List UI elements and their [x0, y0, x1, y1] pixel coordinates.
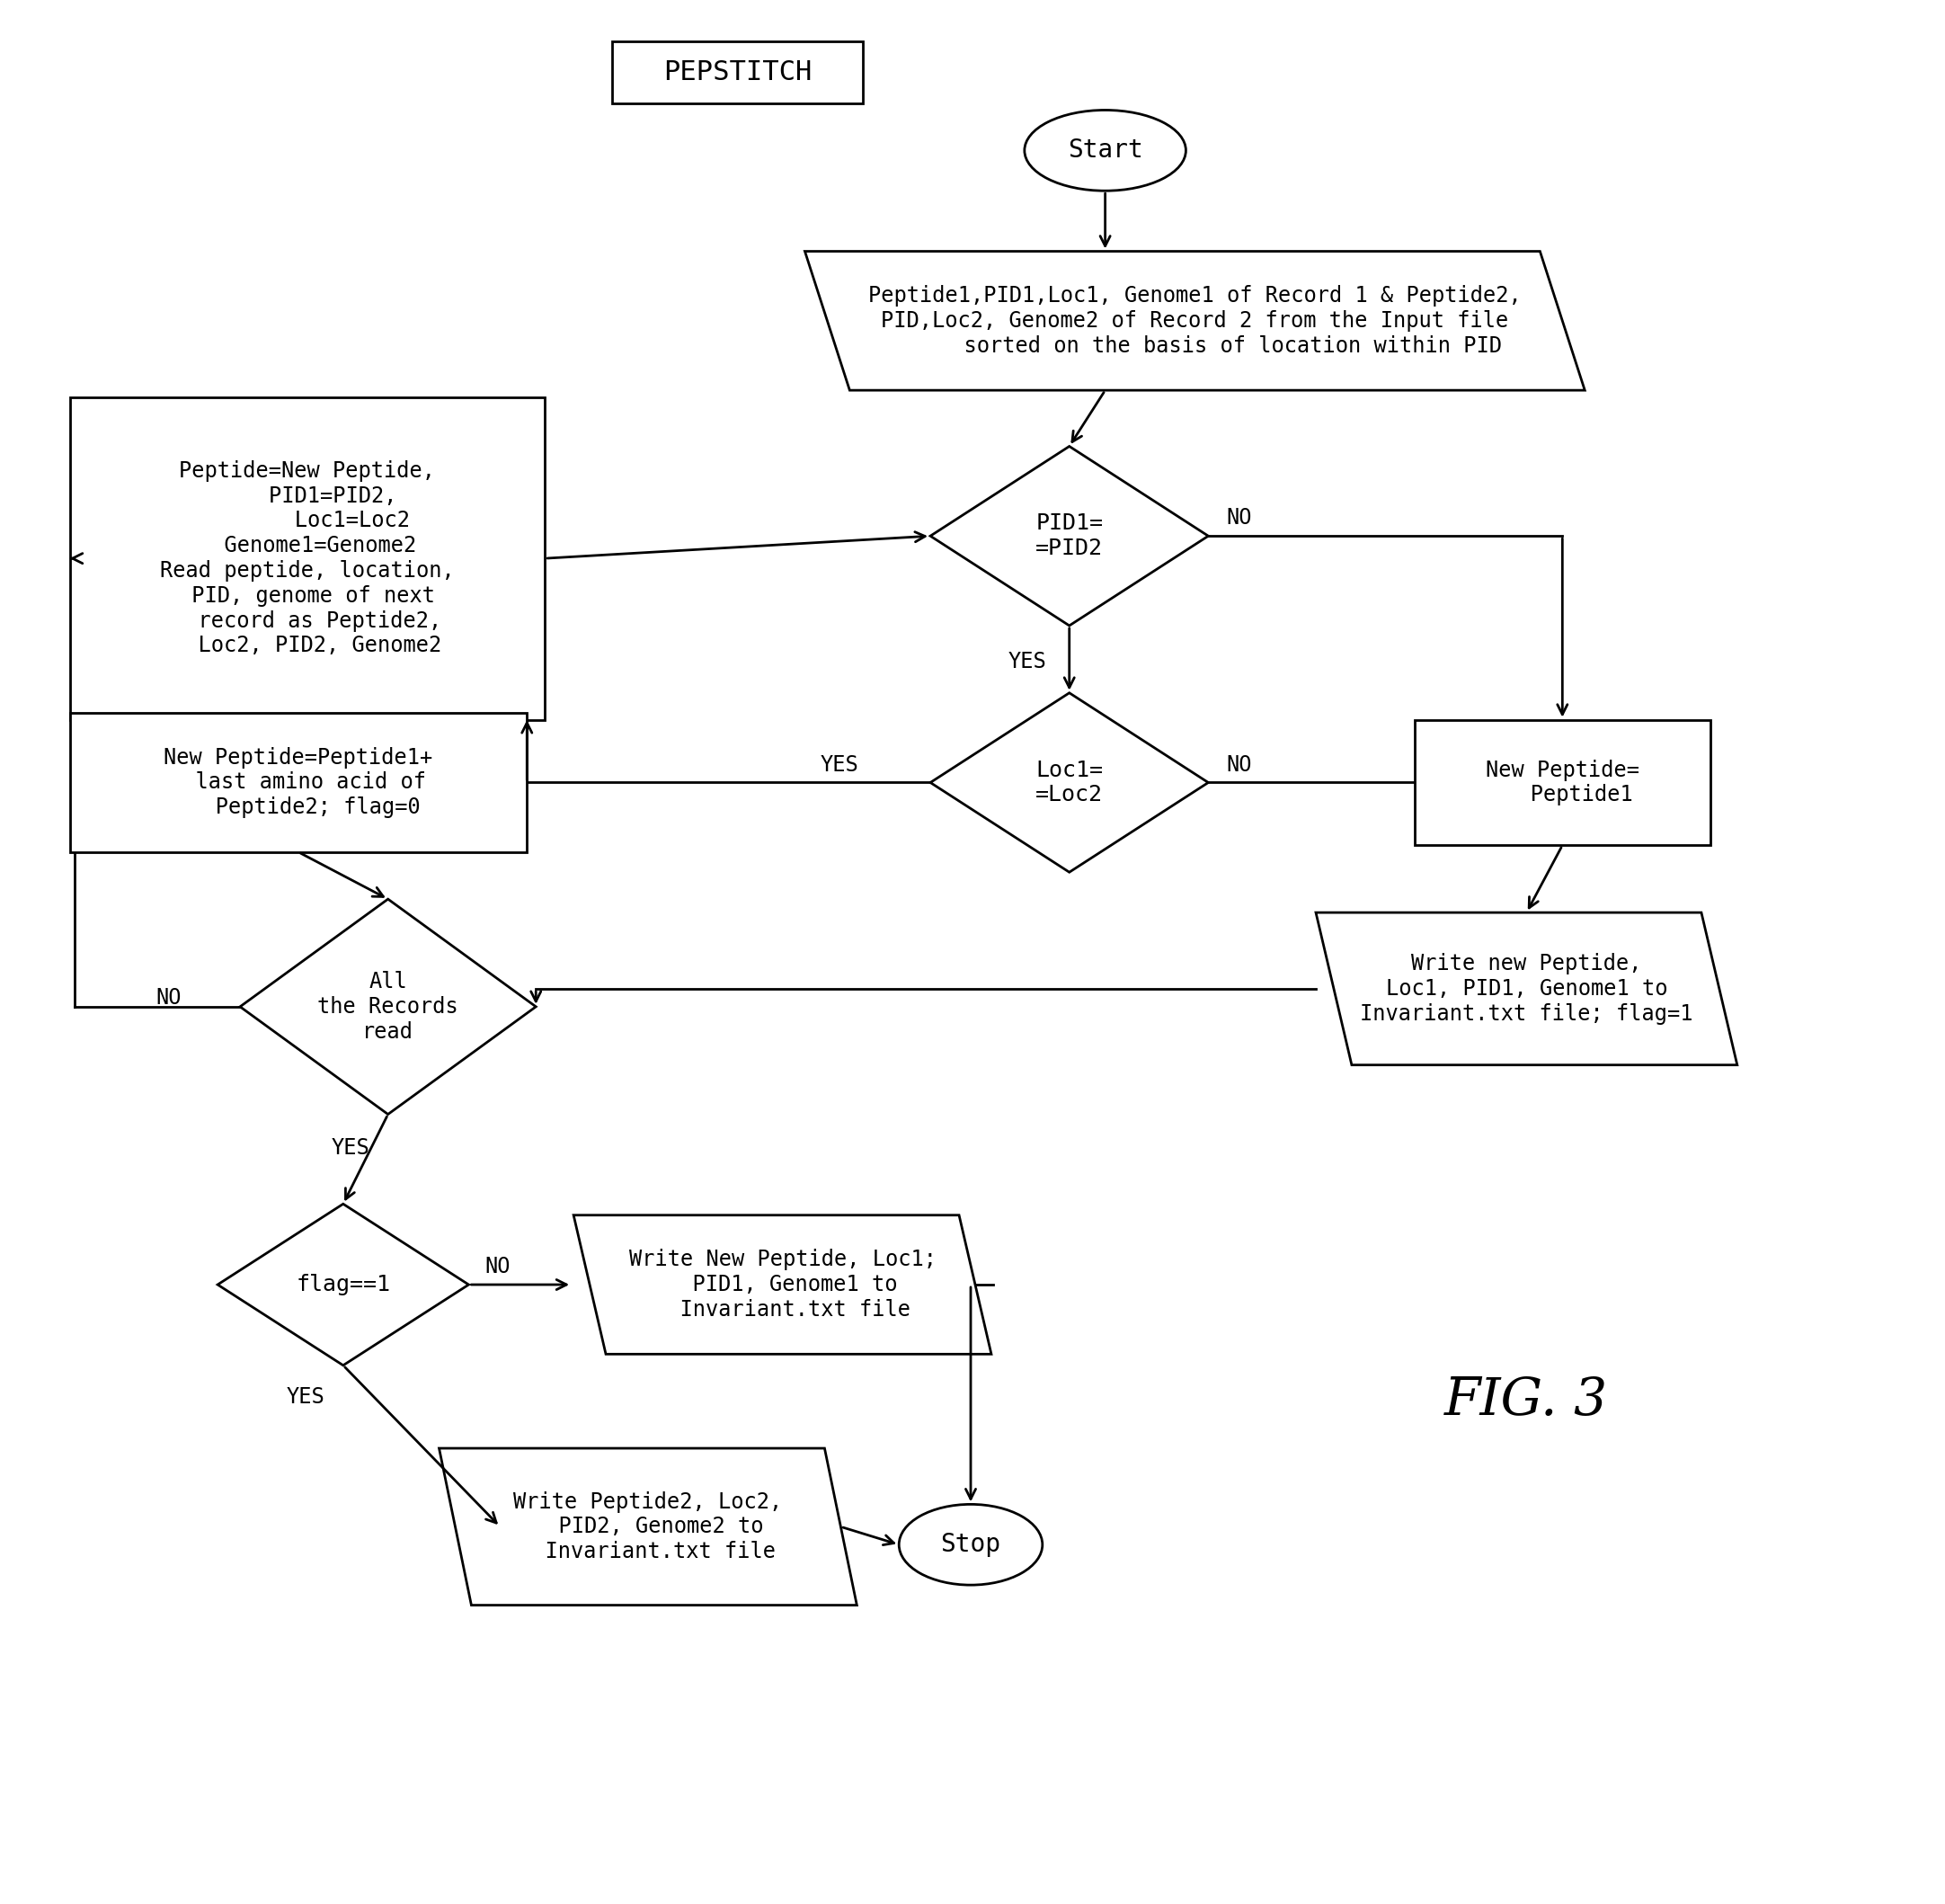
Polygon shape: [805, 251, 1585, 390]
Text: flag==1: flag==1: [296, 1274, 391, 1295]
Polygon shape: [239, 899, 537, 1114]
Text: Write Peptide2, Loc2,
  PID2, Genome2 to
  Invariant.txt file: Write Peptide2, Loc2, PID2, Genome2 to I…: [513, 1491, 782, 1563]
Polygon shape: [218, 1203, 469, 1365]
Text: Write new Peptide,
Loc1, PID1, Genome1 to
Invariant.txt file; flag=1: Write new Peptide, Loc1, PID1, Genome1 t…: [1360, 954, 1692, 1024]
Ellipse shape: [899, 1504, 1043, 1584]
Bar: [70, 398, 545, 720]
Text: NO: NO: [484, 1257, 510, 1278]
Bar: [613, 42, 864, 105]
Text: NO: NO: [156, 986, 181, 1009]
Ellipse shape: [1025, 110, 1186, 190]
Text: YES: YES: [821, 754, 858, 775]
Text: YES: YES: [333, 1137, 370, 1160]
Text: New Peptide=Peptide1+
  last amino acid of
   Peptide2; flag=0: New Peptide=Peptide1+ last amino acid of…: [163, 746, 434, 819]
Text: PEPSTITCH: PEPSTITCH: [663, 59, 811, 86]
Bar: [70, 714, 527, 851]
Polygon shape: [574, 1215, 992, 1354]
Text: FIG. 3: FIG. 3: [1445, 1377, 1609, 1426]
Text: YES: YES: [286, 1386, 325, 1407]
Text: Peptide=New Peptide,
    PID1=PID2,
       Loc1=Loc2
  Genome1=Genome2
Read pept: Peptide=New Peptide, PID1=PID2, Loc1=Loc…: [159, 461, 455, 657]
Text: NO: NO: [1225, 754, 1253, 775]
Polygon shape: [440, 1449, 858, 1605]
Text: YES: YES: [1009, 651, 1046, 672]
Text: PID1=
=PID2: PID1= =PID2: [1035, 512, 1103, 560]
Polygon shape: [930, 446, 1208, 626]
Polygon shape: [1317, 912, 1737, 1064]
Text: Stop: Stop: [941, 1533, 1002, 1557]
Polygon shape: [930, 693, 1208, 872]
Text: Start: Start: [1068, 137, 1144, 164]
Text: All
the Records
read: All the Records read: [317, 971, 459, 1043]
Text: New Peptide=
   Peptide1: New Peptide= Peptide1: [1486, 760, 1640, 805]
Text: Loc1=
=Loc2: Loc1= =Loc2: [1035, 760, 1103, 805]
Bar: [1414, 720, 1710, 845]
Text: Peptide1,PID1,Loc1, Genome1 of Record 1 & Peptide2,
PID,Loc2, Genome2 of Record : Peptide1,PID1,Loc1, Genome1 of Record 1 …: [867, 286, 1521, 356]
Text: Write New Peptide, Loc1;
  PID1, Genome1 to
  Invariant.txt file: Write New Peptide, Loc1; PID1, Genome1 t…: [628, 1249, 936, 1319]
Text: NO: NO: [1225, 506, 1253, 529]
